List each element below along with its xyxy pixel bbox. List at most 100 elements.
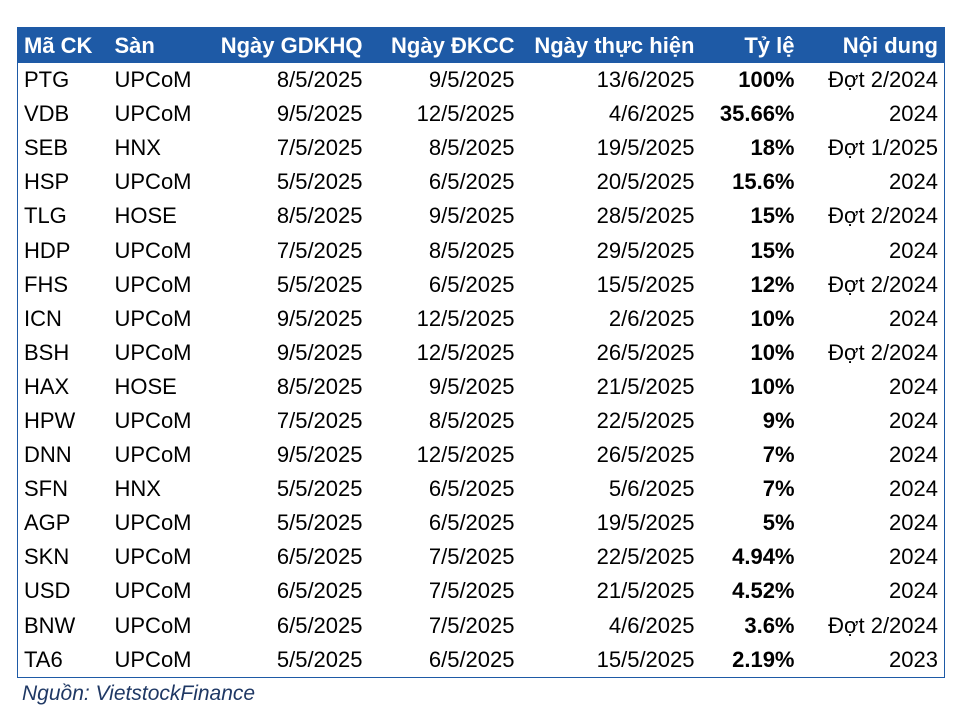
table-row: VDB UPCoM 9/5/2025 12/5/2025 4/6/2025 35.66% 2… (18, 97, 945, 131)
table-cell: 29/5/2025 (596, 237, 695, 263)
table-cell: USD (24, 578, 71, 604)
table-cell: UPCoM (114, 646, 192, 672)
table-cell: SKN (24, 544, 70, 570)
table-cell: 18% (750, 135, 795, 161)
table-cell: UPCoM (114, 101, 192, 127)
table-cell: TA6 (24, 646, 63, 672)
table-cell: 2/6/2025 (608, 305, 695, 331)
table-cell: 7/5/2025 (276, 237, 363, 263)
header-row: Mã CK Sàn Ngày GDKHQ Ngày ĐKCC Ngày thực hiệ… (17, 27, 945, 63)
table-cell: 4.94% (732, 544, 795, 570)
table-cell: 8/5/2025 (428, 407, 515, 433)
table-cell: Đợt 2/2024 (828, 612, 938, 638)
table-row: HDP UPCoM 7/5/2025 8/5/2025 29/5/2025 15% 2024 (18, 233, 945, 267)
table-cell: Đợt 2/2024 (828, 339, 938, 365)
table-cell: HDP (24, 237, 71, 263)
table-cell: UPCoM (114, 442, 192, 468)
table-cell: VDB (24, 101, 70, 127)
table-cell: 15% (750, 237, 795, 263)
table-row: AGP UPCoM 5/5/2025 6/5/2025 19/5/2025 5% 2024 (18, 506, 945, 540)
table-cell: PTG (24, 67, 70, 93)
table-cell: 2024 (889, 101, 938, 127)
table-cell: Đợt 2/2024 (828, 67, 938, 93)
table-cell: 3.6% (744, 612, 795, 638)
header-cell: Nội dung (800, 27, 945, 63)
table-cell: HSP (24, 169, 70, 195)
table-cell: UPCoM (114, 612, 192, 638)
table-row: HSP UPCoM 5/5/2025 6/5/2025 20/5/2025 15.6% 20… (18, 165, 945, 199)
table-cell: 6/5/2025 (428, 476, 515, 502)
table-cell: 9/5/2025 (428, 203, 515, 229)
table-cell: 19/5/2025 (596, 510, 695, 536)
table-cell: 10% (750, 339, 795, 365)
table-cell: 6/5/2025 (276, 544, 363, 570)
table-cell: 26/5/2025 (596, 442, 695, 468)
table-cell: Đợt 2/2024 (828, 203, 938, 229)
table-cell: 8/5/2025 (428, 237, 515, 263)
table-row: BNW UPCoM 6/5/2025 7/5/2025 4/6/2025 3.6% Đợt … (18, 609, 945, 643)
table-cell: 2024 (889, 169, 938, 195)
table-cell: 10% (750, 373, 795, 399)
table-cell: UPCoM (114, 407, 192, 433)
table-cell: 4/6/2025 (608, 101, 695, 127)
table-cell: 5/5/2025 (276, 646, 363, 672)
table-cell: HNX (114, 135, 161, 161)
table-row: PTG UPCoM 8/5/2025 9/5/2025 13/6/2025 100% Đợt… (18, 63, 945, 97)
table-cell: AGP (24, 510, 71, 536)
table-cell: DNN (24, 442, 72, 468)
table-cell: 12% (750, 271, 795, 297)
table-cell: 2024 (889, 476, 938, 502)
source-note: Nguồn: VietstockFinance (22, 682, 256, 705)
table-cell: 9/5/2025 (276, 339, 363, 365)
table-cell: 12/5/2025 (416, 339, 515, 365)
table-row: SFN HNX 5/5/2025 6/5/2025 5/6/2025 7% 2024 (18, 472, 945, 506)
table-cell: 5/6/2025 (608, 476, 695, 502)
table-cell: 7/5/2025 (276, 135, 363, 161)
table-cell: 6/5/2025 (276, 612, 363, 638)
table-cell: ICN (24, 305, 62, 331)
table-cell: UPCoM (114, 237, 192, 263)
table-cell: 28/5/2025 (596, 203, 695, 229)
table-cell: 8/5/2025 (428, 135, 515, 161)
table-cell: 2024 (889, 237, 938, 263)
table-cell: TLG (24, 203, 67, 229)
header-cell: Ngày ĐKCC (368, 27, 521, 63)
dividend-table: Mã CK Sàn Ngày GDKHQ Ngày ĐKCC Ngày thực hiệ… (17, 27, 945, 678)
table-cell: 10% (750, 305, 795, 331)
header-cell: Mã CK (17, 27, 109, 63)
table-cell: HNX (114, 476, 161, 502)
table-cell: 5/5/2025 (276, 510, 363, 536)
table-cell: 19/5/2025 (596, 135, 695, 161)
table-cell: 4/6/2025 (608, 612, 695, 638)
table-cell: 7/5/2025 (428, 544, 515, 570)
table-cell: 5/5/2025 (276, 169, 363, 195)
table-cell: 20/5/2025 (596, 169, 695, 195)
table-row: BSH UPCoM 9/5/2025 12/5/2025 26/5/2025 10% Đợt… (18, 336, 945, 370)
table-row: SKN UPCoM 6/5/2025 7/5/2025 22/5/2025 4.94% 20… (18, 540, 945, 574)
table-cell: 7/5/2025 (428, 578, 515, 604)
table-row: FHS UPCoM 5/5/2025 6/5/2025 15/5/2025 12% Đợt … (18, 268, 945, 302)
table-cell: HPW (24, 407, 76, 433)
table-row: TA6 UPCoM 5/5/2025 6/5/2025 15/5/2025 2.19% 20… (18, 643, 945, 678)
table-cell: Đợt 2/2024 (828, 271, 938, 297)
table-cell: 5/5/2025 (276, 476, 363, 502)
table-row: HAX HOSE 8/5/2025 9/5/2025 21/5/2025 10% 2024 (18, 370, 945, 404)
table-cell: 5% (762, 510, 795, 536)
table-row: TLG HOSE 8/5/2025 9/5/2025 28/5/2025 15% Đợt 2… (18, 199, 945, 233)
table-cell: 9/5/2025 (428, 67, 515, 93)
table-cell: 12/5/2025 (416, 442, 515, 468)
table-cell: 35.66% (719, 101, 795, 127)
table-cell: 6/5/2025 (428, 169, 515, 195)
table-cell: 7/5/2025 (428, 612, 515, 638)
table-cell: 5/5/2025 (276, 271, 363, 297)
table-cell: BNW (24, 612, 76, 638)
table-cell: 6/5/2025 (428, 646, 515, 672)
header-cell: Ngày thực hiện (520, 27, 701, 63)
table-cell: 22/5/2025 (596, 544, 695, 570)
table-cell: UPCoM (114, 67, 192, 93)
table-cell: 13/6/2025 (596, 67, 695, 93)
table-cell: 9/5/2025 (276, 442, 363, 468)
table-cell: 2.19% (732, 646, 795, 672)
table-cell: 15.6% (732, 169, 795, 195)
table-cell: 8/5/2025 (276, 373, 363, 399)
